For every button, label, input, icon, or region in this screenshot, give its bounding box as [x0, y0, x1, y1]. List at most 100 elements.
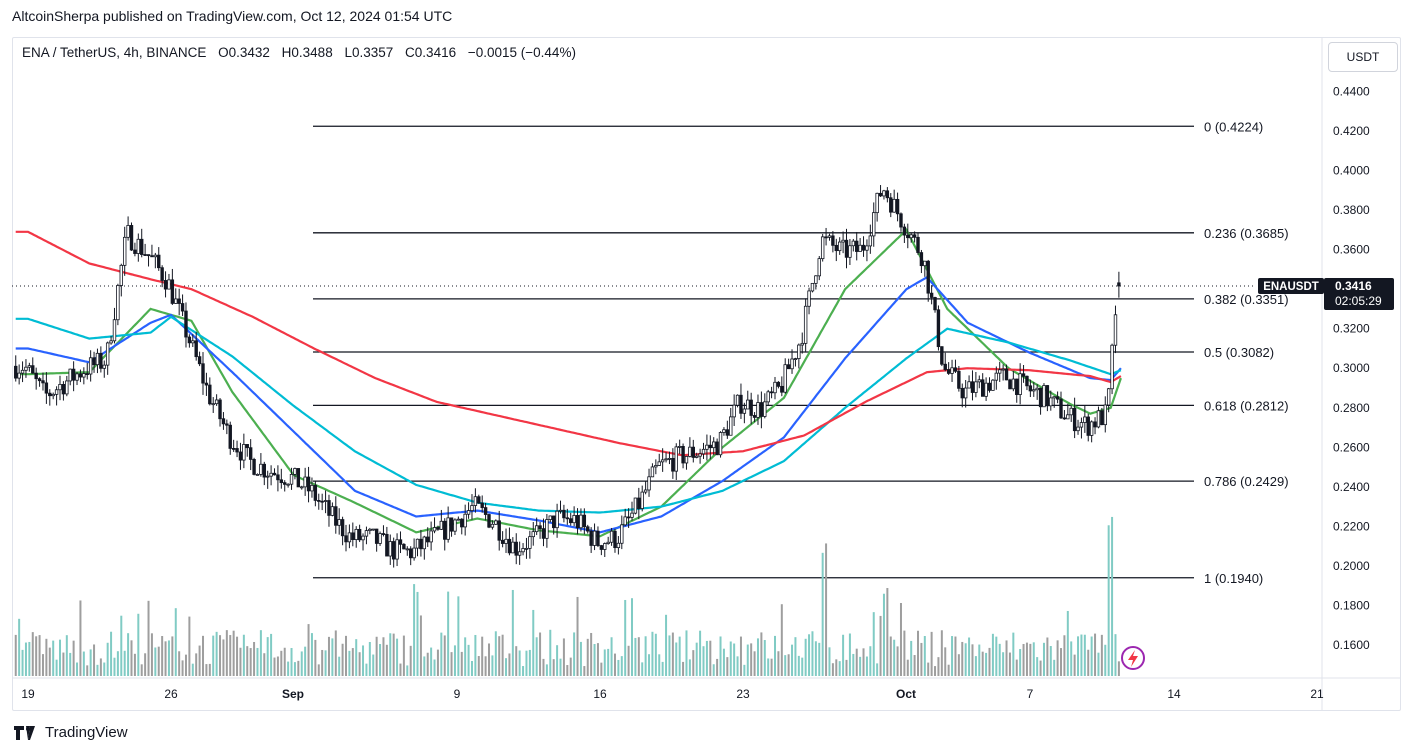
- candle-body[interactable]: [963, 387, 968, 399]
- candle-body[interactable]: [95, 352, 100, 366]
- candle-body[interactable]: [694, 455, 699, 458]
- candle-body[interactable]: [398, 539, 403, 545]
- candle-body[interactable]: [718, 432, 723, 456]
- candle-body[interactable]: [238, 451, 243, 461]
- candle-body[interactable]: [899, 213, 903, 228]
- candle-body[interactable]: [1079, 422, 1084, 428]
- candle-body[interactable]: [303, 476, 307, 488]
- candle-body[interactable]: [820, 236, 825, 260]
- candle-body[interactable]: [1076, 426, 1080, 432]
- candle-body[interactable]: [599, 545, 604, 550]
- candle-body[interactable]: [75, 373, 79, 381]
- candle-body[interactable]: [1018, 373, 1022, 395]
- candle-body[interactable]: [698, 453, 702, 457]
- candle-body[interactable]: [528, 536, 532, 549]
- candle-body[interactable]: [194, 340, 198, 358]
- candle-body[interactable]: [361, 535, 365, 541]
- candle-body[interactable]: [395, 539, 399, 560]
- candle-body[interactable]: [545, 519, 549, 539]
- candle-body[interactable]: [892, 198, 896, 213]
- candle-body[interactable]: [494, 520, 498, 525]
- candle-body[interactable]: [306, 476, 311, 492]
- candle-body[interactable]: [160, 267, 164, 281]
- candle-body[interactable]: [443, 520, 447, 540]
- candle-body[interactable]: [51, 393, 55, 397]
- candle-body[interactable]: [586, 526, 590, 532]
- candle-body[interactable]: [143, 254, 147, 256]
- candle-body[interactable]: [405, 548, 409, 551]
- candle-body[interactable]: [293, 468, 297, 475]
- candle-body[interactable]: [776, 381, 781, 387]
- lightning-icon[interactable]: [1121, 646, 1145, 670]
- candle-body[interactable]: [317, 500, 321, 502]
- candle-body[interactable]: [994, 372, 999, 381]
- candle-body[interactable]: [146, 254, 151, 257]
- candle-body[interactable]: [477, 496, 481, 504]
- candle-body[interactable]: [374, 528, 379, 544]
- candle-body[interactable]: [844, 239, 849, 258]
- candle-body[interactable]: [133, 249, 137, 254]
- candle-body[interactable]: [487, 514, 491, 528]
- candle-body[interactable]: [105, 342, 110, 366]
- candle-body[interactable]: [620, 524, 624, 544]
- candle-body[interactable]: [660, 459, 665, 463]
- candle-body[interactable]: [1038, 387, 1043, 408]
- ma-line-red[interactable]: [15, 230, 1122, 457]
- candle-body[interactable]: [654, 465, 658, 468]
- candle-body[interactable]: [1106, 388, 1111, 406]
- candle-body[interactable]: [967, 381, 971, 389]
- candle-body[interactable]: [504, 538, 508, 544]
- candle-body[interactable]: [187, 336, 192, 344]
- candle-body[interactable]: [255, 473, 260, 476]
- candle-body[interactable]: [344, 535, 348, 543]
- candle-body[interactable]: [48, 392, 52, 397]
- ma-line-blue[interactable]: [15, 275, 1122, 534]
- candle-body[interactable]: [555, 510, 559, 529]
- candle-body[interactable]: [715, 441, 719, 456]
- candle-body[interactable]: [1110, 344, 1114, 390]
- candle-body[interactable]: [746, 399, 750, 410]
- candle-body[interactable]: [814, 275, 818, 284]
- candle-body[interactable]: [800, 342, 804, 346]
- candle-body[interactable]: [24, 366, 28, 371]
- candle-body[interactable]: [1035, 387, 1039, 391]
- candle-body[interactable]: [1011, 378, 1016, 390]
- candle-body[interactable]: [163, 280, 168, 290]
- candle-body[interactable]: [609, 530, 614, 543]
- candle-body[interactable]: [31, 365, 35, 374]
- candle-body[interactable]: [735, 394, 740, 406]
- candle-body[interactable]: [872, 212, 876, 237]
- candle-body[interactable]: [65, 380, 69, 395]
- candle-body[interactable]: [865, 245, 869, 251]
- candle-body[interactable]: [575, 515, 580, 529]
- candle-body[interactable]: [119, 264, 123, 286]
- candle-body[interactable]: [408, 548, 413, 559]
- candle-body[interactable]: [919, 252, 924, 267]
- candle-body[interactable]: [259, 463, 263, 475]
- candle-body[interactable]: [957, 370, 961, 389]
- candle-body[interactable]: [1069, 407, 1073, 416]
- candle-body[interactable]: [834, 244, 838, 252]
- candle-body[interactable]: [739, 394, 743, 414]
- candle-body[interactable]: [1055, 396, 1060, 400]
- candle-body[interactable]: [27, 365, 32, 368]
- candle-body[interactable]: [824, 236, 828, 239]
- candle-body[interactable]: [82, 373, 86, 378]
- candle-body[interactable]: [916, 236, 920, 253]
- candle-body[interactable]: [507, 538, 512, 554]
- candle-body[interactable]: [289, 474, 294, 485]
- candle-body[interactable]: [14, 365, 18, 379]
- candle-body[interactable]: [92, 357, 96, 366]
- candle-body[interactable]: [1025, 375, 1029, 387]
- candle-body[interactable]: [88, 357, 93, 375]
- candle-body[interactable]: [936, 309, 941, 348]
- candle-body[interactable]: [548, 515, 552, 520]
- candle-body[interactable]: [933, 297, 937, 311]
- candle-body[interactable]: [950, 367, 954, 374]
- candle-body[interactable]: [551, 515, 556, 529]
- candle-body[interactable]: [364, 530, 369, 537]
- candle-body[interactable]: [691, 446, 695, 458]
- candle-body[interactable]: [177, 298, 181, 304]
- candle-body[interactable]: [810, 282, 815, 292]
